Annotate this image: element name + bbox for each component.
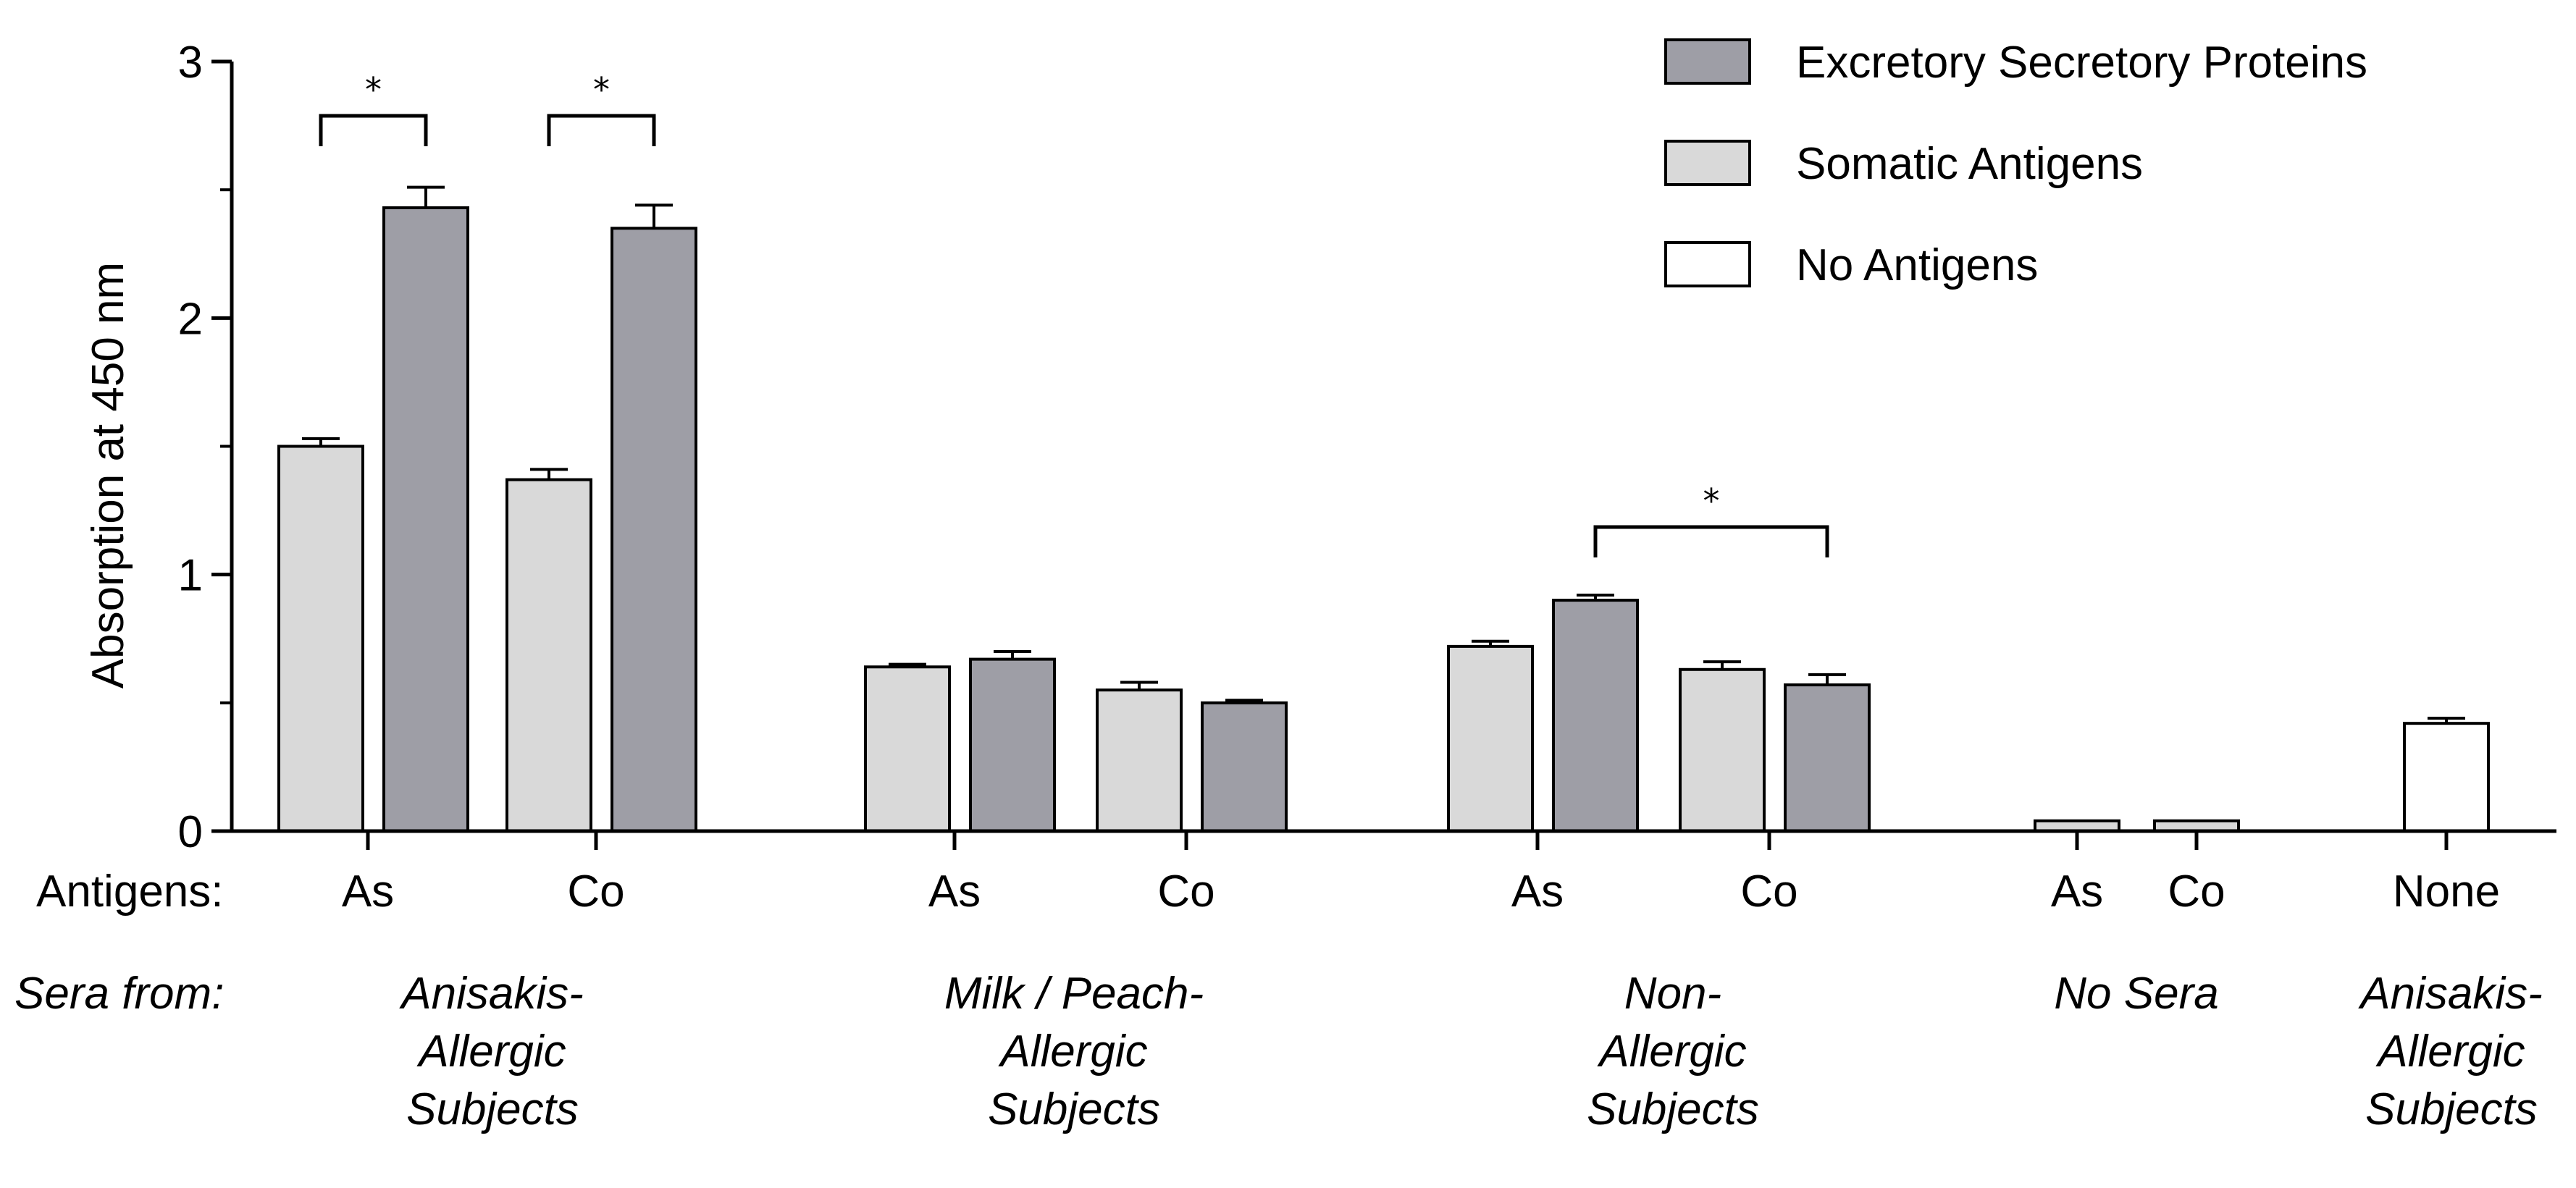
antigen-label: As <box>342 867 394 917</box>
sera-group-label: Subjects <box>2365 1084 2538 1134</box>
significance-star: * <box>365 70 382 109</box>
significance-bracket <box>547 114 656 146</box>
sera-group-label: Allergic <box>997 1027 1147 1077</box>
sera-group-label: Allergic <box>2375 1027 2525 1077</box>
antigens-row-label: Antigens: <box>36 867 224 917</box>
significance-star: * <box>593 70 610 109</box>
legend-swatch-none <box>1664 241 1751 287</box>
antigen-label: Co <box>2168 867 2225 917</box>
antigen-label: As <box>2051 867 2103 917</box>
sera-group-label: No Sera <box>2054 969 2218 1019</box>
sera-group-label: Subjects <box>406 1084 579 1134</box>
sera-group-label: Subjects <box>988 1084 1160 1134</box>
legend-label-es: Excretory Secretory Proteins <box>1796 38 2367 88</box>
bar-som-as-group-1 <box>864 665 951 833</box>
bar-es-as-group-0 <box>382 206 469 833</box>
bar-som-co-group-2 <box>1679 667 1766 833</box>
antigen-label: Co <box>567 867 624 917</box>
bar-none-none-group-4 <box>2403 722 2490 833</box>
bar-som-co-group-0 <box>505 478 592 833</box>
y-tick-label: 0 <box>178 807 203 857</box>
bar-es-co-group-2 <box>1784 683 1871 833</box>
sera-group-label: Non- <box>1624 969 1721 1019</box>
bars-layer <box>277 185 2490 833</box>
bar-es-co-group-0 <box>611 227 697 833</box>
sera-group-label: Allergic <box>416 1027 566 1077</box>
legend: Excretory Secretory Proteins Somatic Anti… <box>1664 38 2367 290</box>
category-labels: Antigens: Sera from: As Co As Co As Co As Co None A… <box>14 867 2543 1134</box>
significance-bracket <box>1593 525 1829 557</box>
antigen-label: As <box>1511 867 1564 917</box>
bar-som-as-group-0 <box>277 445 364 833</box>
legend-swatch-es <box>1664 38 1751 85</box>
antigen-label: Co <box>1740 867 1797 917</box>
antigen-label: None <box>2393 867 2500 917</box>
significance-bracket <box>319 114 428 146</box>
legend-label-som: Somatic Antigens <box>1796 139 2143 189</box>
antigen-label: As <box>928 867 981 917</box>
legend-label-none: No Antigens <box>1796 240 2038 290</box>
sera-group-label: Anisakis- <box>398 969 584 1019</box>
bar-es-co-group-1 <box>1201 701 1288 833</box>
axes-layer: 0 1 2 3 Absorption at 450 nm <box>83 38 2556 857</box>
y-tick-label: 1 <box>178 551 203 601</box>
bar-som-co-group-1 <box>1096 688 1183 833</box>
sera-group-label: Allergic <box>1596 1027 1746 1077</box>
sera-row-label: Sera from: <box>14 969 224 1019</box>
y-tick-label: 2 <box>178 294 203 344</box>
sera-group-label: Milk / Peach- <box>944 969 1204 1019</box>
bar-es-as-group-2 <box>1552 599 1639 833</box>
significance-star: * <box>1703 481 1720 521</box>
antigen-label: Co <box>1157 867 1214 917</box>
sera-group-label: Subjects <box>1587 1084 1759 1134</box>
bar-es-as-group-1 <box>969 657 1056 833</box>
legend-swatch-som <box>1664 140 1751 186</box>
significance-layer: * * * <box>319 70 1829 557</box>
bar-som-as-group-2 <box>1447 644 1534 833</box>
y-tick-label: 3 <box>178 38 203 88</box>
y-axis-title: Absorption at 450 nm <box>83 262 133 688</box>
sera-group-label: Anisakis- <box>2357 969 2543 1019</box>
